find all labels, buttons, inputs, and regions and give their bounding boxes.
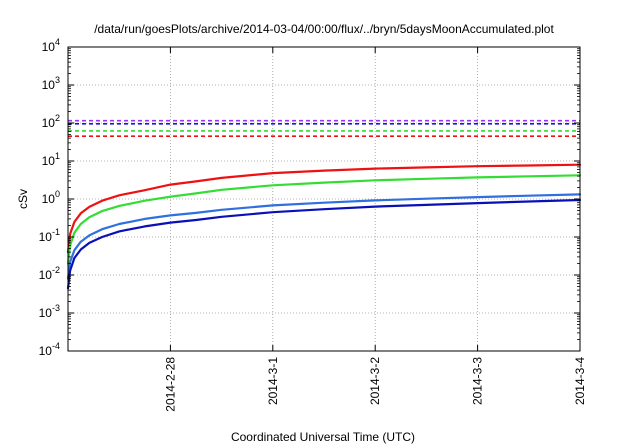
x-tick-labels: 2014-2-28 2014-3-1 2014-3-2 2014-3-3 2014-3-… xyxy=(163,357,587,412)
axis-ticks xyxy=(68,46,581,352)
y-tick-label: 10-3 xyxy=(39,303,60,320)
x-axis-label: Coordinated Universal Time (UTC) xyxy=(231,430,415,444)
x-tick-label: 2014-3-1 xyxy=(266,357,280,405)
y-tick-labels: 10-4 10-3 10-2 10-1 100 101 102 103 104 xyxy=(39,37,60,358)
chart-title: /data/run/goesPlots/archive/2014-03-04/0… xyxy=(94,22,554,36)
series-line xyxy=(66,198,582,290)
x-tick-label: 2014-3-2 xyxy=(368,357,382,405)
y-tick-label: 102 xyxy=(42,113,60,130)
y-tick-label: 103 xyxy=(42,75,60,92)
grid xyxy=(68,47,580,351)
x-tick-label: 2014-3-4 xyxy=(573,357,587,405)
y-tick-label: 100 xyxy=(42,189,60,206)
y-tick-label: 10-2 xyxy=(39,265,60,282)
y-tick-label: 10-4 xyxy=(39,341,60,358)
series-lines xyxy=(66,163,582,290)
series-line xyxy=(66,193,582,280)
y-tick-label: 101 xyxy=(42,151,60,168)
y-tick-label: 10-1 xyxy=(39,227,60,244)
x-tick-label: 2014-2-28 xyxy=(163,357,177,412)
series-line xyxy=(66,163,582,254)
x-tick-label: 2014-3-3 xyxy=(471,357,485,405)
y-axis-label: cSv xyxy=(16,189,30,209)
y-tick-label: 104 xyxy=(42,37,60,54)
series-line xyxy=(66,174,582,265)
threshold-lines xyxy=(68,119,580,137)
